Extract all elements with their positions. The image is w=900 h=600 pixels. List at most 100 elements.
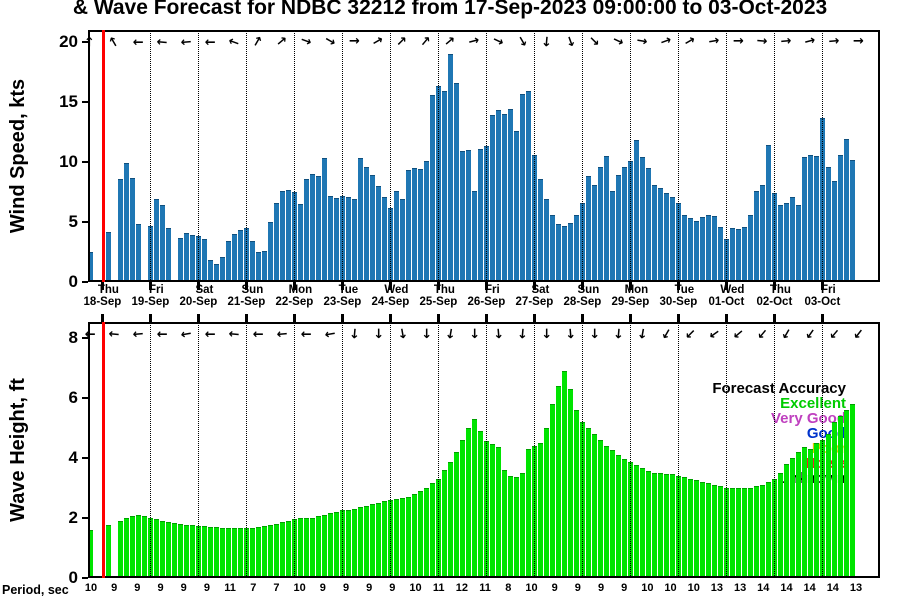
wind-bar [267,222,273,282]
wind-bar [447,54,453,282]
wind-bar [615,175,621,282]
date-label: 27-Sep [515,296,554,308]
wind-bar [711,216,717,282]
wave-bar [183,524,189,578]
x-tick [772,282,776,290]
period-value: 10 [641,582,654,594]
wave-bar [123,517,129,578]
wave-bar [87,529,93,578]
wind-bar [789,196,795,282]
period-value: 7 [273,582,280,594]
day-gridline [486,322,488,578]
y-tick [82,396,88,399]
wave-bar [381,501,387,578]
wind-bar [261,250,267,282]
wave-bar [423,487,429,578]
date-label: 30-Sep [659,296,698,308]
wave-bar [477,430,483,578]
wave-bar [285,520,291,578]
period-value: 7 [250,582,257,594]
wave-bar [141,516,147,578]
period-value: 9 [319,582,326,594]
wind-bar [753,190,759,282]
wave-bar [789,457,795,578]
wind-bar [411,168,417,282]
wind-direction-arrow: → [490,32,507,51]
wind-direction-arrow: → [417,32,436,51]
x-tick [148,314,152,322]
day-gridline [390,322,392,578]
day-gridline [774,322,776,578]
wind-bar [477,148,483,282]
wave-bar [315,516,321,578]
wave-bar [333,511,339,578]
weekday-label: Sat [531,284,550,296]
wind-bar [825,166,831,282]
wave-direction-arrow: → [179,325,194,342]
wind-bar [441,91,447,282]
day-gridline [678,322,680,578]
wave-bar [825,433,831,578]
date-label: 18-Sep [83,296,122,308]
y-tick [82,101,88,103]
x-tick [244,282,248,290]
day-gridline [342,30,344,282]
wind-bar [741,226,747,282]
wave-direction-arrow: → [801,324,820,343]
wave-bar [681,477,687,578]
wind-bar [255,252,261,282]
wave-bar [159,520,165,578]
y-tick-label: 2 [68,507,78,527]
wave-direction-arrow: → [346,327,363,340]
x-tick [532,282,536,290]
period-value: 11 [224,582,236,594]
wind-bar [321,158,327,282]
wave-direction-arrow: → [681,324,700,343]
date-label: 29-Sep [611,296,650,308]
weekday-label: Wed [384,284,409,296]
period-value: 14 [803,582,816,594]
figure-title: & Wave Forecast for NDBC 32212 from 17-S… [72,0,828,19]
wind-bar [777,205,783,282]
wind-bar [405,170,411,282]
period-value: 9 [621,582,628,594]
wave-bar [129,516,135,578]
wave-bar [633,465,639,578]
wind-bar [513,130,519,282]
now-line [101,322,105,578]
date-label: 24-Sep [371,296,410,308]
wave-bar [759,484,765,578]
wind-bar [135,224,141,282]
x-tick [388,314,392,322]
wind-bar [351,199,357,282]
period-value: 8 [505,582,512,594]
wind-direction-arrow: → [681,32,699,51]
wave-bar [375,502,381,578]
wave-bar [537,442,543,578]
wave-bar [843,409,849,578]
wind-direction-arrow: → [249,33,268,50]
wind-bar [555,224,561,282]
period-value: 13 [710,582,724,594]
wind-bar [249,241,255,282]
wave-bar [645,471,651,578]
wave-bar [777,472,783,578]
wind-bar [357,158,363,282]
period-axis-label: Period, sec [2,583,69,597]
y-tick-label: 10 [59,152,78,171]
wave-bar [399,498,405,578]
now-line [101,30,105,282]
wind-bar [375,186,381,282]
weekday-label: Sun [241,284,264,296]
period-value: 10 [525,582,538,594]
wind-bar [687,218,693,282]
wave-bar [279,522,285,578]
wind-bar [315,176,321,282]
wind-bar [705,214,711,282]
wind-bar [795,205,801,282]
x-tick [676,282,680,290]
wind-bar [603,156,609,282]
wind-direction-arrow: → [226,32,243,51]
wind-bar [129,177,135,282]
